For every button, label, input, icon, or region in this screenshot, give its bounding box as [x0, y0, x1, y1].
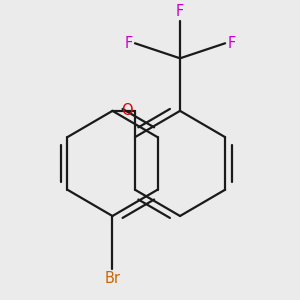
Text: F: F [176, 4, 184, 19]
Text: F: F [227, 36, 236, 51]
Text: F: F [124, 36, 133, 51]
Text: Br: Br [104, 271, 121, 286]
Text: O: O [121, 103, 133, 118]
